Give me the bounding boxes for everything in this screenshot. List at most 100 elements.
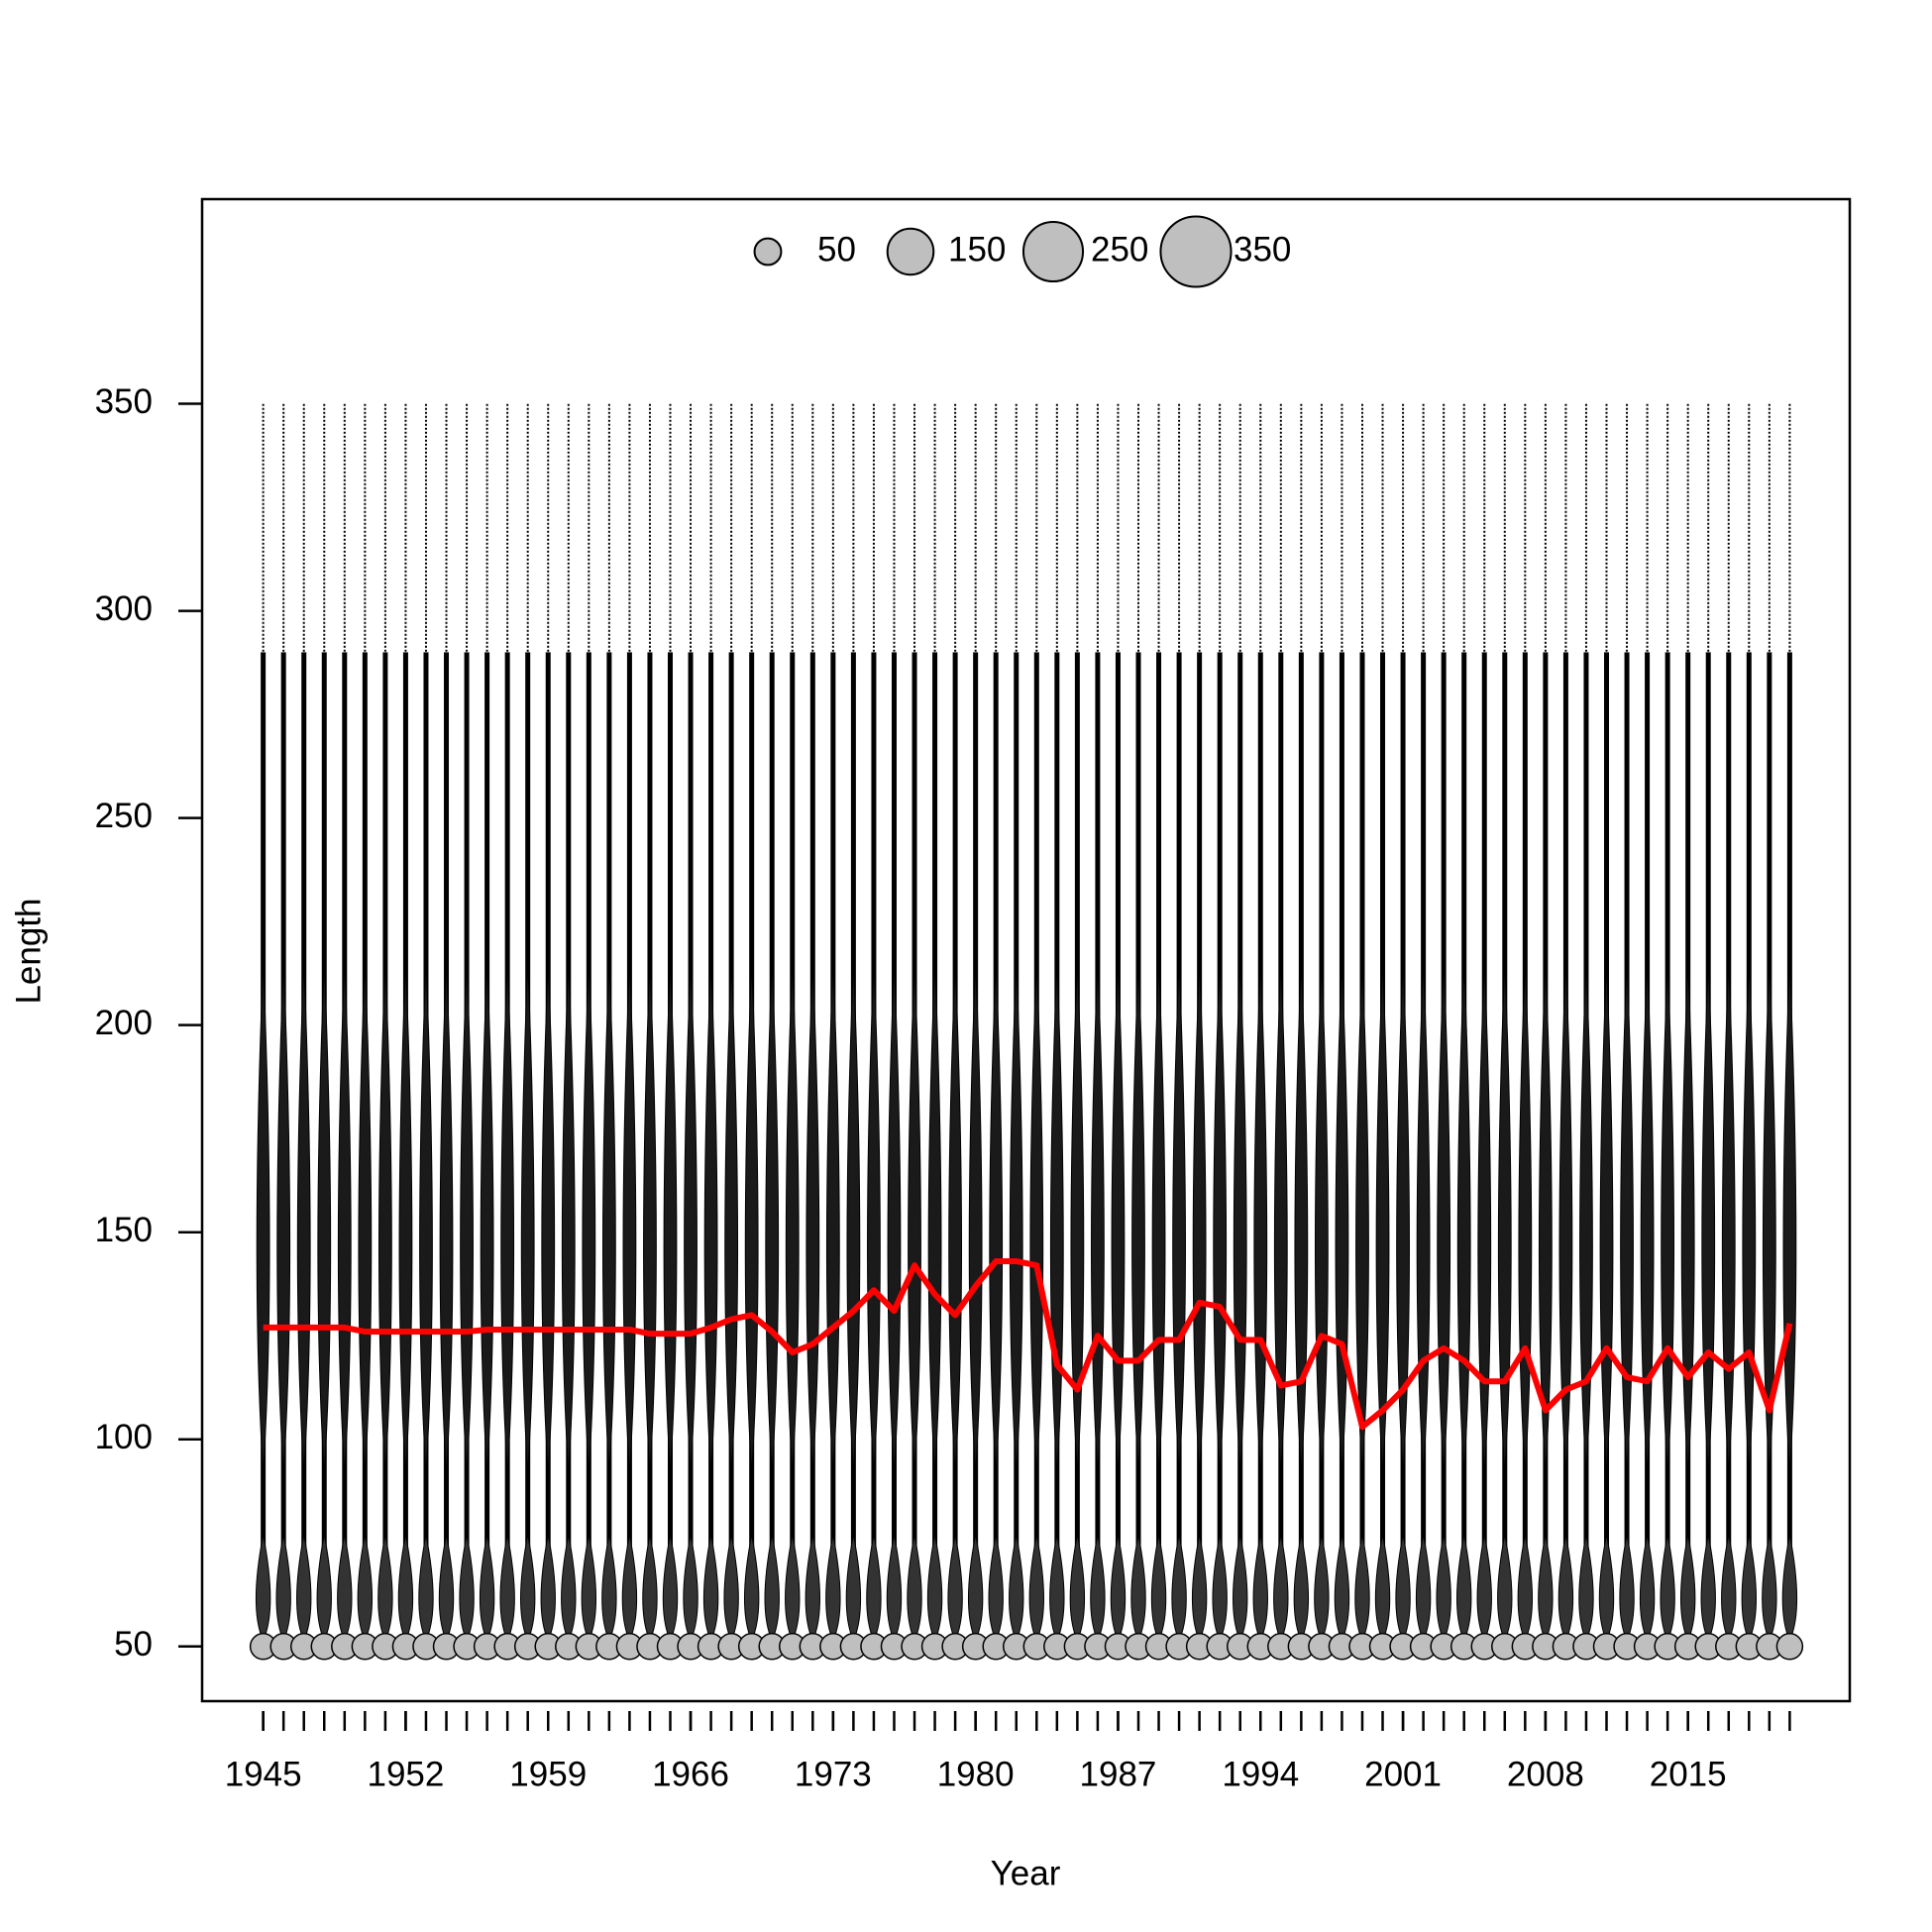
bubble-column-base [1557, 1534, 1574, 1642]
bubble-column-base [459, 1534, 475, 1642]
bubble-column-body [1782, 962, 1797, 1473]
bubble-column-body [1518, 962, 1533, 1473]
x-tick-label: 1980 [937, 1755, 1015, 1793]
bubble-column-base [1497, 1534, 1513, 1642]
bubble-column-base [1090, 1534, 1106, 1642]
bubble-column-body [765, 962, 780, 1473]
bubble-column-base [397, 1534, 414, 1642]
bubble-column-base [1700, 1534, 1716, 1642]
bubble-column-body [1192, 962, 1207, 1473]
bubble-column-base [377, 1534, 393, 1642]
x-tick-label: 2015 [1650, 1755, 1727, 1793]
bubble-column-body [1497, 962, 1512, 1473]
bubble-column-body [1335, 962, 1349, 1473]
bubble-column-base [785, 1534, 801, 1642]
bubble-base [1775, 1633, 1804, 1661]
bubble-column-body [1049, 962, 1064, 1473]
mean-line [263, 1257, 1793, 1431]
bubble-column-body [1538, 962, 1553, 1473]
bubble-column-base [1150, 1534, 1167, 1642]
bubble-column-body [1477, 962, 1492, 1473]
bubble-column-base [540, 1534, 556, 1642]
bubble-column-base [1334, 1534, 1350, 1642]
bubble-column-body [1315, 962, 1329, 1473]
x-tick-label: 1952 [367, 1755, 444, 1793]
bubble-column-base [1741, 1534, 1757, 1642]
bubble-column-base [764, 1534, 780, 1642]
bubble-column-base [1233, 1534, 1248, 1642]
bubble-column-base [499, 1534, 515, 1642]
bubble-column-body [1273, 962, 1288, 1473]
bubble-column-base [866, 1534, 882, 1642]
bubble-column-base [825, 1534, 841, 1642]
bubble-column-base [1110, 1534, 1127, 1642]
legend-bubble [886, 227, 935, 276]
bubble-column-base [1517, 1534, 1533, 1642]
bubble-column-body [643, 962, 657, 1473]
bubble-column-body [989, 962, 1004, 1473]
bubble-column-base [683, 1534, 698, 1642]
bubble-column-body [439, 962, 454, 1473]
bubble-column-base [621, 1534, 638, 1642]
legend-bubble [1159, 215, 1233, 288]
bubble-column-body [1579, 962, 1593, 1473]
bubble-column-body [1456, 962, 1471, 1473]
bubble-column-body [684, 962, 698, 1473]
x-tick-label: 1994 [1222, 1755, 1299, 1793]
bubble-column-body [703, 962, 718, 1473]
bubble-column-base [886, 1534, 903, 1642]
legend-label: 250 [1091, 230, 1148, 268]
bubble-column-body [561, 962, 576, 1473]
bubble-column-body [601, 962, 616, 1473]
bubble-column-base [702, 1534, 719, 1642]
y-tick-label: 50 [114, 1625, 153, 1664]
bubble-column-base [947, 1534, 963, 1642]
bubble-column-body [296, 962, 311, 1473]
legend-label: 50 [817, 230, 856, 268]
bubble-column-base [1598, 1534, 1615, 1642]
y-tick-label: 150 [95, 1211, 153, 1249]
bubble-column-base [418, 1534, 434, 1642]
bubble-column-body [1375, 962, 1390, 1473]
bubble-column-body [500, 962, 515, 1473]
bubble-column-base [1660, 1534, 1675, 1642]
bubble-column-base [1721, 1534, 1737, 1642]
bubble-column-body [1742, 962, 1757, 1473]
bubble-column-body [805, 962, 820, 1473]
bubble-column-body [358, 962, 373, 1473]
bubble-column-base [907, 1534, 922, 1642]
bubble-column-base [479, 1534, 495, 1642]
bubble-column-body [541, 962, 556, 1473]
bubble-column-base [1293, 1534, 1309, 1642]
y-tick-label: 250 [95, 797, 153, 835]
bubble-column-base [1314, 1534, 1330, 1642]
bubble-column-body [1620, 962, 1634, 1473]
bubble-column-base [1781, 1534, 1798, 1642]
bubble-column-base [642, 1534, 658, 1642]
x-axis-label: Year [991, 1854, 1061, 1892]
bubble-column-body [460, 962, 474, 1473]
bubble-column-base [601, 1534, 617, 1642]
bubble-column-body [276, 962, 291, 1473]
bubble-column-body [785, 962, 800, 1473]
bubble-column-base [662, 1534, 679, 1642]
legend-label: 150 [948, 230, 1006, 268]
bubble-column-body [317, 962, 332, 1473]
bubble-column-body [480, 962, 494, 1473]
bubble-column-base [316, 1534, 332, 1642]
bubble-column-body [1213, 962, 1228, 1473]
bubble-column-base [357, 1534, 373, 1642]
bubble-column-base [1009, 1534, 1024, 1642]
bubble-column-body [1661, 962, 1675, 1473]
bubble-column-base [1436, 1534, 1451, 1642]
bubble-column-body [1091, 962, 1105, 1473]
bubble-column-base [1273, 1534, 1289, 1642]
y-tick-label: 350 [95, 382, 153, 421]
bubble-column-base [744, 1534, 760, 1642]
y-tick-label: 300 [95, 590, 153, 628]
bubble-column-base [988, 1534, 1004, 1642]
bubble-column-base [1538, 1534, 1554, 1642]
bubble-column-base [1191, 1534, 1208, 1642]
bubble-column-body [622, 962, 637, 1473]
bubble-column-base [1212, 1534, 1228, 1642]
